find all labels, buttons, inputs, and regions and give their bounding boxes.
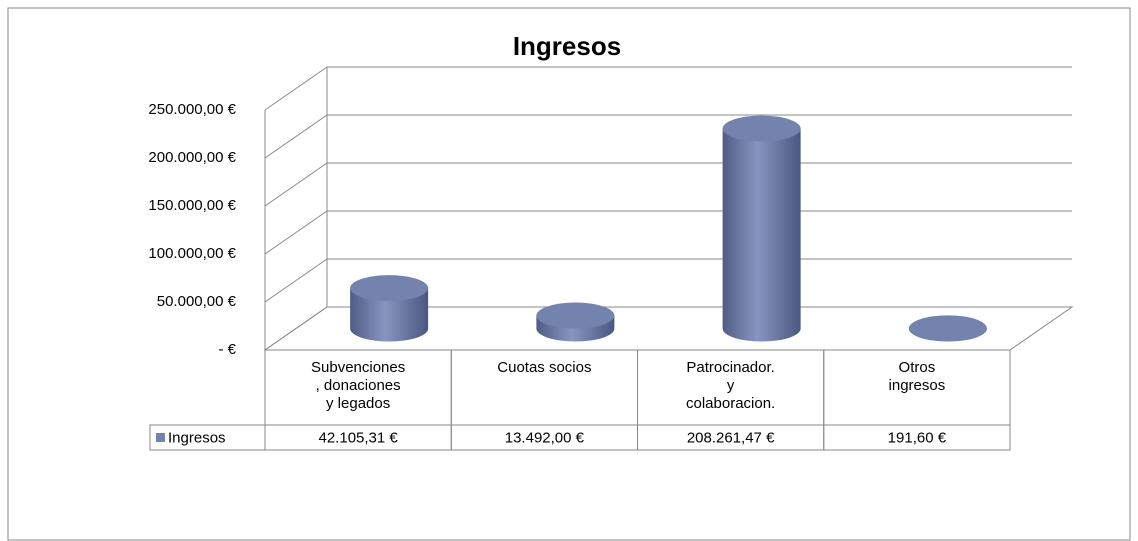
cylinder: [350, 275, 429, 342]
grid-line: [264, 114, 328, 159]
cylinder-top: [536, 302, 615, 329]
cylinder-top: [908, 315, 987, 342]
value-label: 42.105,31 €: [319, 429, 399, 446]
data-table-cell: [823, 424, 1011, 451]
cylinder-body: [722, 128, 801, 342]
value-label: 13.492,00 €: [505, 429, 585, 446]
y-tick-label: - €: [218, 341, 236, 358]
chart-frame: [7, 7, 1131, 541]
y-tick-label: 50.000,00 €: [157, 293, 237, 310]
cylinder: [722, 115, 801, 342]
y-tick-label: 100.000,00 €: [148, 245, 236, 262]
y-tick-label: 150.000,00 €: [148, 197, 236, 214]
y-tick-label: 250.000,00 €: [148, 101, 236, 118]
grid-line: [264, 306, 328, 351]
cylinder: [908, 315, 987, 342]
grid-line: [264, 162, 328, 207]
y-tick-label: 200.000,00 €: [148, 149, 236, 166]
grid-line: [264, 210, 328, 255]
cylinder-top: [350, 275, 429, 302]
chart-title: Ingresos: [513, 31, 621, 61]
cylinder-top: [722, 115, 801, 142]
legend-swatch: [156, 433, 165, 442]
grid-line: [264, 66, 328, 111]
value-label: 208.261,47 €: [687, 429, 775, 446]
cylinder-body: [350, 288, 429, 342]
category-label: Cuotas socios: [497, 359, 591, 376]
grid-line: [264, 258, 328, 303]
category-label: Otros ingresos: [889, 359, 946, 394]
category-label: Patrocinador. y colaboracion.: [686, 359, 775, 412]
legend-label: Ingresos: [168, 429, 226, 446]
value-label: 191,60 €: [888, 429, 947, 446]
category-label: Subvenciones, donaciones y legados: [311, 359, 405, 412]
cylinder: [536, 302, 615, 342]
